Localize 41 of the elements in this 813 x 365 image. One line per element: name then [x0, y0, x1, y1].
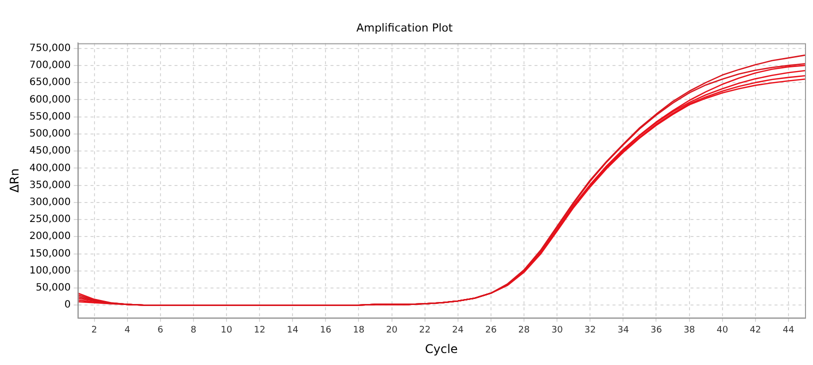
x-tick-label: 22	[419, 326, 431, 336]
x-tick-label: 6	[158, 326, 164, 336]
x-tick-label: 26	[485, 326, 497, 336]
x-tick-label: 18	[353, 326, 365, 336]
y-tick-label: 450,000	[29, 146, 71, 157]
x-tick-label: 24	[452, 326, 464, 336]
chart-title: Amplification Plot	[356, 21, 454, 34]
y-tick-label: 700,000	[29, 60, 71, 72]
x-tick-label: 38	[684, 326, 696, 336]
y-tick-label: 350,000	[29, 180, 71, 191]
y-tick-label: 300,000	[29, 197, 71, 208]
y-tick-label: 200,000	[29, 231, 71, 242]
y-tick-label: 250,000	[29, 214, 71, 226]
x-tick-label: 4	[124, 326, 130, 336]
x-tick-label: 34	[617, 326, 630, 336]
y-tick-label: 650,000	[29, 77, 71, 88]
x-tick-label: 20	[386, 326, 398, 336]
x-axis-title: Cycle	[424, 342, 458, 356]
y-tick-label: 0	[64, 300, 71, 311]
x-tick-label: 14	[286, 326, 299, 336]
y-tick-label: 600,000	[29, 94, 71, 106]
x-tick-label: 36	[650, 326, 662, 336]
x-tick-label: 40	[716, 326, 728, 336]
y-tick-label: 500,000	[29, 128, 71, 140]
y-tick-label: 750,000	[29, 42, 71, 54]
x-tick-label: 12	[254, 326, 266, 336]
y-tick-label: 550,000	[29, 111, 71, 122]
x-tick-label: 44	[782, 326, 794, 336]
x-tick-label: 8	[190, 326, 197, 336]
y-tick-label: 50,000	[36, 282, 71, 294]
x-tick-label: 10	[220, 326, 233, 336]
y-tick-label: 100,000	[29, 265, 71, 276]
x-tick-label: 28	[518, 326, 530, 336]
x-tick-label: 16	[320, 326, 332, 336]
y-tick-label: 400,000	[29, 162, 71, 174]
x-tick-label: 42	[750, 326, 762, 336]
x-tick-label: 30	[551, 326, 564, 336]
y-tick-label: 150,000	[29, 248, 71, 260]
x-tick-label: 2	[91, 326, 98, 336]
x-tick-label: 32	[584, 326, 596, 336]
y-axis-title: ΔRn	[7, 168, 22, 193]
